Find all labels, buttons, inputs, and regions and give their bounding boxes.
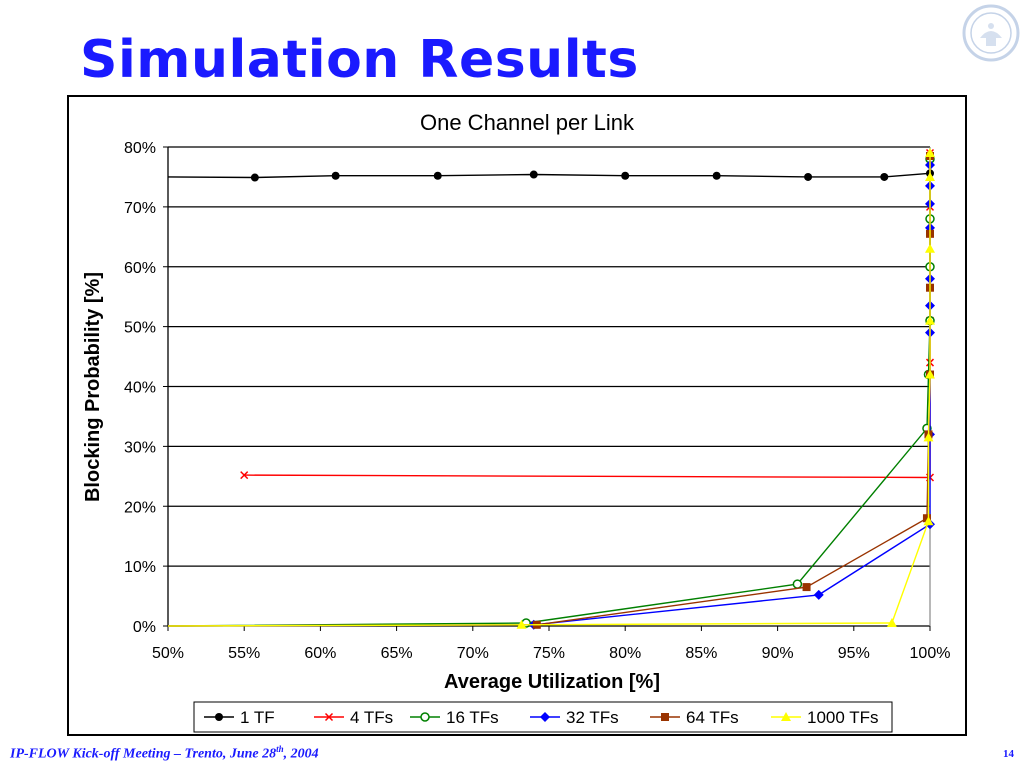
university-seal-icon xyxy=(962,4,1020,62)
series-line-1-tf xyxy=(167,172,931,179)
x-tick-label: 85% xyxy=(685,645,717,662)
data-point-1-tf xyxy=(621,171,630,180)
x-tick-label: 50% xyxy=(152,645,184,662)
y-tick-label: 70% xyxy=(124,200,156,217)
y-tick-label: 20% xyxy=(124,499,156,516)
data-point-64-tfs xyxy=(922,514,931,523)
y-tick-label: 50% xyxy=(124,320,156,337)
legend-item-1-tf: 1 TF xyxy=(204,708,275,727)
x-tick-label: 55% xyxy=(228,645,260,662)
y-tick-label: 0% xyxy=(133,619,156,636)
data-point-1-tf xyxy=(331,171,340,180)
x-tick-label: 80% xyxy=(609,645,641,662)
data-series xyxy=(167,147,935,630)
line-chart: One Channel per Link 0% 10% 20% 30% 40% 50% 60… xyxy=(82,110,950,733)
y-axis-label: Blocking Probability [%] xyxy=(82,272,104,502)
grid-lines xyxy=(168,146,930,627)
data-point-1000-tfs xyxy=(925,171,935,181)
footer-event-year: , 2004 xyxy=(283,746,319,762)
legend-marker xyxy=(540,712,550,722)
x-tick-label: 100% xyxy=(910,645,951,662)
y-tick-label: 40% xyxy=(124,380,156,397)
legend-item-64-tfs: 64 TFs xyxy=(650,708,739,727)
series-1-tf xyxy=(167,169,934,182)
legend-label: 1000 TFs xyxy=(807,708,879,727)
legend-item-32-tfs: 32 TFs xyxy=(530,708,619,727)
footer-event: IP-FLOW Kick-off Meeting – Trento, June … xyxy=(10,744,319,763)
data-point-1-tf xyxy=(880,172,889,181)
data-point-1000-tfs xyxy=(925,243,935,253)
legend-label: 16 TFs xyxy=(446,708,499,727)
x-tick-label: 90% xyxy=(762,645,794,662)
data-point-1000-tfs xyxy=(925,147,935,157)
page-number: 14 xyxy=(1003,748,1014,760)
series-line-4-tfs xyxy=(244,153,931,479)
axes: 0% 10% 20% 30% 40% 50% 60% 70% 80% 50% 55% 60% 65% 70… xyxy=(124,140,950,662)
legend-marker xyxy=(781,712,791,721)
series-line-32-tfs xyxy=(167,165,931,627)
series-line-16-tfs xyxy=(167,159,931,627)
legend-marker xyxy=(661,713,669,721)
data-point-1000-tfs xyxy=(886,618,897,628)
y-tick-label: 80% xyxy=(124,140,156,157)
data-point-1000-tfs xyxy=(923,516,934,526)
series-4-tfs xyxy=(240,148,935,482)
data-point-1000-tfs xyxy=(925,369,935,379)
legend-marker xyxy=(420,712,430,722)
series-line-64-tfs xyxy=(167,156,931,627)
data-point-1000-tfs xyxy=(923,432,934,442)
x-axis-label: Average Utilization [%] xyxy=(444,671,660,693)
series-1000-tfs xyxy=(167,147,935,629)
x-tick-label: 65% xyxy=(381,645,413,662)
legend-item-1000-tfs: 1000 TFs xyxy=(771,708,879,727)
y-tick-label: 60% xyxy=(124,260,156,277)
data-point-32-tfs xyxy=(813,589,824,600)
data-point-1000-tfs xyxy=(925,315,935,325)
series-16-tfs xyxy=(167,154,935,628)
legend-label: 1 TF xyxy=(240,708,275,727)
chart-panel: One Channel per Link 0% 10% 20% 30% 40% 50% 60… xyxy=(67,95,967,736)
data-point-1-tf xyxy=(433,171,442,180)
data-point-4-tfs xyxy=(240,471,249,480)
x-tick-label: 95% xyxy=(838,645,870,662)
legend-marker xyxy=(324,712,334,722)
legend: 1 TF 4 TFs 16 TFs 32 TFs 64 TFs 1000 TFs xyxy=(193,701,893,733)
series-32-tfs xyxy=(167,159,935,630)
x-tick-label: 70% xyxy=(457,645,489,662)
legend-item-4-tfs: 4 TFs xyxy=(314,708,393,727)
y-tick-label: 10% xyxy=(124,559,156,576)
legend-item-16-tfs: 16 TFs xyxy=(410,708,499,727)
data-point-1-tf xyxy=(250,173,259,182)
data-point-16-tfs xyxy=(792,579,803,589)
chart-title: One Channel per Link xyxy=(420,110,635,135)
data-point-1-tf xyxy=(712,171,721,180)
series-line-1000-tfs xyxy=(167,153,931,627)
data-point-1-tf xyxy=(529,170,538,179)
data-point-1000-tfs xyxy=(516,619,527,629)
footer-event-text: IP-FLOW Kick-off Meeting – Trento, June … xyxy=(10,746,277,762)
legend-label: 4 TFs xyxy=(350,708,393,727)
legend-label: 64 TFs xyxy=(686,708,739,727)
y-tick-label: 30% xyxy=(124,439,156,456)
data-point-64-tfs xyxy=(802,583,811,592)
slide-title: Simulation Results xyxy=(80,30,639,90)
legend-label: 32 TFs xyxy=(566,708,619,727)
x-tick-label: 60% xyxy=(304,645,336,662)
x-tick-label: 75% xyxy=(533,645,565,662)
footer-event-suffix: th xyxy=(276,744,284,754)
legend-marker xyxy=(215,713,223,721)
data-point-1-tf xyxy=(804,172,813,181)
